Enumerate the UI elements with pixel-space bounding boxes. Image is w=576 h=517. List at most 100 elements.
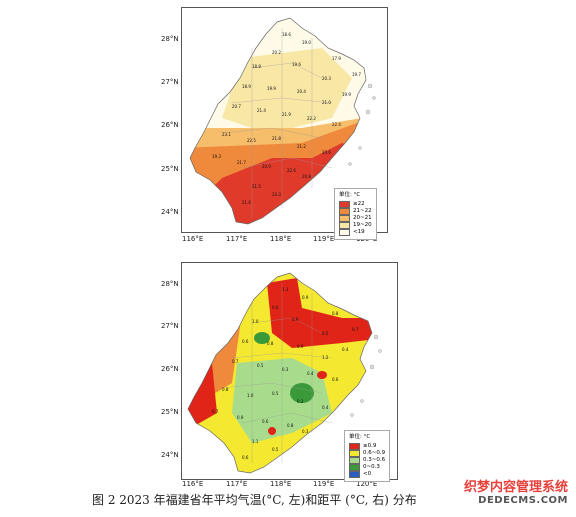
watermark-en: DEDECMS.COM (478, 495, 568, 506)
station-value: 20.3 (322, 76, 331, 81)
legend-swatch (339, 221, 350, 229)
station-value: 20.6 (322, 150, 331, 155)
lon-label-119: 119°E (313, 235, 335, 243)
station-value: 23.1 (222, 132, 231, 137)
temperature-legend: 单位: °C ≥22 21~22 20~21 19~20 <19 (334, 188, 377, 240)
legend-swatch (339, 228, 350, 236)
legend-item: ≥0.9 (349, 442, 385, 450)
legend-item: 19~20 (339, 221, 372, 229)
lat-label-26: 26°N (161, 121, 179, 129)
legend-label: 21~22 (353, 207, 372, 214)
legend-item: 0.3~0.6 (349, 456, 386, 464)
station-value: 0.3 (282, 367, 289, 372)
legend-swatch (339, 207, 350, 215)
station-value: 20.0 (262, 164, 271, 169)
station-value: 0.5 (272, 447, 279, 452)
station-value: 18.8 (252, 64, 261, 69)
legend-swatch (349, 449, 360, 457)
station-value: 21.8 (272, 136, 281, 141)
station-value: 0.6 (262, 419, 269, 424)
station-value: 22.5 (247, 138, 256, 143)
station-value: 19.7 (352, 72, 361, 77)
station-value: 0.5 (272, 391, 279, 396)
legend-label: 0.3~0.6 (363, 456, 386, 463)
station-value: 0.5 (322, 331, 329, 336)
station-value: 0.4 (307, 371, 314, 376)
fujian-outline (187, 272, 373, 474)
lat-label-27: 27°N (161, 78, 179, 86)
station-value: 19.9 (342, 92, 351, 97)
anomaly-station-values: 1.1 0.9 0.8 0.7 0.6 1.0 0.9 0.5 0.4 0.6 0.8 0.9 1.2 0… (212, 287, 359, 460)
legend-label: 19~20 (353, 221, 372, 228)
lat-label-24: 24°N (161, 208, 179, 216)
station-value: 20.2 (272, 50, 281, 55)
station-value: 21.5 (252, 184, 261, 189)
legend-label: 0~0.3 (363, 463, 380, 470)
station-value: 20.7 (232, 104, 241, 109)
station-value: 19.6 (292, 62, 301, 67)
legend-label: ≥22 (353, 200, 365, 207)
station-value: 21.6 (242, 200, 251, 205)
lat-label-26: 26°N (161, 365, 179, 373)
legend-item: <0 (349, 470, 385, 478)
station-value: 23.3 (272, 192, 281, 197)
station-value: 21.7 (237, 160, 246, 165)
lat-label-27: 27°N (161, 322, 179, 330)
station-value: 1.2 (322, 355, 329, 360)
station-value: 0.8 (267, 341, 274, 346)
station-value: 0.4 (322, 405, 329, 410)
station-value: 0.6 (332, 377, 339, 382)
legend-title: 单位: °C (339, 192, 361, 198)
station-value: 20.8 (302, 174, 311, 179)
legend-swatch (349, 442, 360, 450)
lat-label-28: 28°N (161, 280, 179, 288)
legend-swatch (349, 463, 360, 471)
station-value: 1.0 (252, 319, 259, 324)
lat-label-25: 25°N (161, 165, 179, 173)
station-value: 21.2 (297, 144, 306, 149)
lon-label-117: 117°E (226, 480, 248, 488)
legend-label: <0 (363, 470, 372, 477)
station-value: 22.2 (307, 116, 316, 121)
legend-item: 20~21 (339, 214, 372, 222)
lon-label-118: 118°E (270, 235, 292, 243)
station-value: 1.1 (282, 287, 289, 292)
station-value: 0.9 (302, 295, 309, 300)
station-value: 22.6 (287, 168, 296, 173)
legend-item: 0.6~0.9 (349, 449, 385, 457)
legend-swatch (349, 470, 360, 478)
lat-label-24: 24°N (161, 451, 179, 459)
anomaly-map-panel: 1.1 0.9 0.8 0.7 0.6 1.0 0.9 0.5 0.4 0.6 0.8 0.9 1.2 0… (181, 262, 398, 480)
station-value: 18.6 (282, 32, 291, 37)
legend-item: ≥22 (339, 200, 372, 208)
legend-label: ≥0.9 (363, 442, 377, 449)
legend-item: 21~22 (339, 207, 372, 215)
station-value: 0.5 (257, 363, 264, 368)
lat-label-25: 25°N (161, 408, 179, 416)
legend-label: <19 (353, 228, 365, 235)
station-value: 0.9 (237, 415, 244, 420)
station-value: 21.9 (282, 112, 291, 117)
station-value: 0.7 (212, 409, 219, 414)
station-value: 17.9 (332, 56, 341, 61)
station-value: 0.8 (222, 387, 229, 392)
station-value: 0.4 (342, 347, 349, 352)
station-value: 0.9 (292, 317, 299, 322)
lon-label-118: 118°E (270, 480, 292, 488)
legend-label: 20~21 (353, 214, 372, 221)
station-value: 0.9 (297, 344, 304, 349)
station-value: 0.8 (287, 423, 294, 428)
station-value: 0.7 (352, 327, 359, 332)
lon-label-120: 120°E (356, 480, 378, 488)
station-value: 0.6 (272, 305, 279, 310)
station-value: 19.3 (212, 154, 221, 159)
fujian-outline (189, 17, 367, 225)
station-value: 0.6 (242, 339, 249, 344)
station-value: 0.7 (232, 359, 239, 364)
watermark-cn: 织梦内容管理系统 (463, 480, 568, 495)
site-watermark: 织梦内容管理系统 DEDECMS.COM (464, 476, 568, 506)
station-value: 19.9 (267, 86, 276, 91)
legend-item: <19 (339, 228, 372, 236)
legend-item: 0~0.3 (349, 463, 385, 471)
legend-title: 单位: °C (349, 434, 371, 440)
